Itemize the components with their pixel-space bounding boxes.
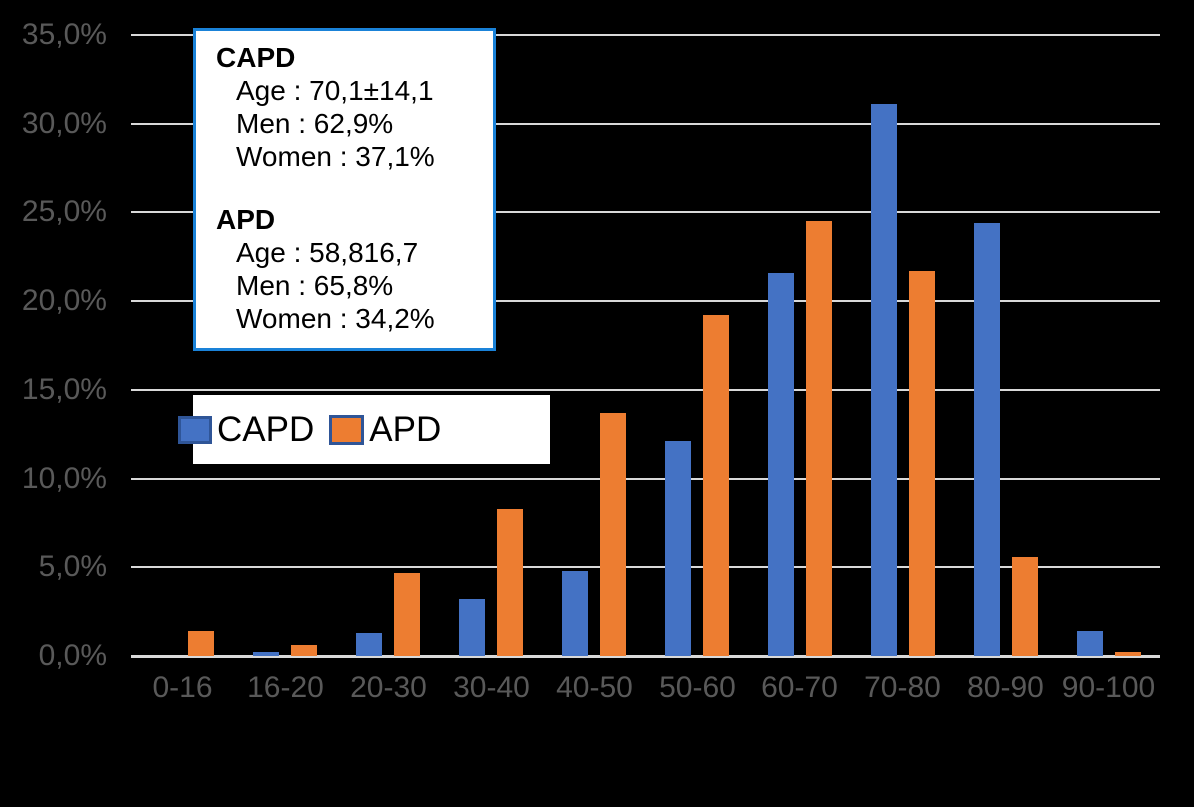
x-category-label-90-100: 90-100: [1061, 671, 1156, 704]
stats-group-apd: APD Age : 58,816,7 Men : 65,8% Women : 3…: [216, 203, 487, 335]
bar-capd-40-50: [562, 571, 588, 656]
bar-apd-0-16: [188, 631, 214, 656]
x-category-label-20-30: 20-30: [350, 671, 427, 704]
gridline: [131, 389, 1160, 391]
legend-label-apd: APD: [369, 409, 442, 449]
stats-line-apd-men: Men : 65,8%: [236, 270, 394, 301]
bar-capd-16-20: [253, 652, 279, 656]
stats-annotation-box: CAPD Age : 70,1±14,1 Men : 62,9% Women :…: [193, 28, 496, 351]
stats-line-capd-men: Men : 62,9%: [236, 108, 394, 139]
x-category-label-70-80: 70-80: [864, 671, 941, 704]
bar-apd-60-70: [806, 221, 832, 656]
legend: CAPD APD: [178, 395, 550, 464]
stats-group-capd: CAPD Age : 70,1±14,1 Men : 62,9% Women :…: [216, 41, 487, 173]
x-category-label-60-70: 60-70: [761, 671, 838, 704]
x-category-label-80-90: 80-90: [967, 671, 1044, 704]
gridline: [131, 300, 1160, 302]
y-tick-label: 10,0%: [21, 462, 107, 495]
stats-line-apd-women: Women : 34,2%: [236, 303, 435, 334]
gridline: [131, 123, 1160, 125]
bar-apd-80-90: [1012, 557, 1038, 656]
bar-apd-90-100: [1115, 652, 1141, 656]
y-tick-label: 5,0%: [38, 550, 107, 583]
gridline: [131, 211, 1160, 213]
bar-capd-60-70: [768, 273, 794, 656]
legend-swatch-apd: [329, 414, 365, 445]
x-axis-line: [131, 655, 1160, 658]
bar-apd-70-80: [909, 271, 935, 656]
bar-apd-50-60: [703, 315, 729, 656]
x-category-label-16-20: 16-20: [247, 671, 324, 704]
bar-capd-30-40: [459, 599, 485, 656]
x-category-label-40-50: 40-50: [556, 671, 633, 704]
bar-apd-30-40: [497, 509, 523, 656]
x-category-label-30-40: 30-40: [453, 671, 530, 704]
bar-capd-50-60: [665, 441, 691, 656]
y-tick-label: 0,0%: [38, 639, 107, 672]
bar-capd-90-100: [1077, 631, 1103, 656]
legend-swatch-capd: [178, 415, 212, 444]
bar-apd-16-20: [291, 645, 317, 656]
plot-area: 35,0% 30,0% 25,0% 20,0% 15,0% 10,0% 5,0% 0,0% 0…: [22, 18, 1160, 704]
gridline: [131, 34, 1160, 36]
stats-line-capd-women: Women : 37,1%: [236, 141, 435, 172]
bar-apd-20-30: [394, 573, 420, 656]
gridline: [131, 478, 1160, 480]
stats-title-apd: APD: [216, 204, 276, 235]
stats-title-capd: CAPD: [216, 42, 296, 73]
x-category-label-50-60: 50-60: [659, 671, 736, 704]
stats-line-apd-age: Age : 58,816,7: [236, 237, 419, 268]
y-tick-label: 20,0%: [21, 284, 107, 317]
y-tick-label: 15,0%: [21, 373, 107, 406]
y-tick-label: 35,0%: [21, 18, 107, 51]
y-tick-label: 25,0%: [21, 195, 107, 228]
bar-apd-40-50: [600, 413, 626, 656]
stats-line-capd-age: Age : 70,1±14,1: [236, 75, 434, 106]
x-category-label-0-16: 0-16: [152, 671, 213, 704]
bar-capd-70-80: [871, 104, 897, 656]
y-tick-label: 30,0%: [21, 107, 107, 140]
gridline: [131, 566, 1160, 568]
legend-label-capd: CAPD: [217, 409, 315, 449]
bar-capd-20-30: [356, 633, 382, 656]
bar-capd-80-90: [974, 223, 1000, 656]
